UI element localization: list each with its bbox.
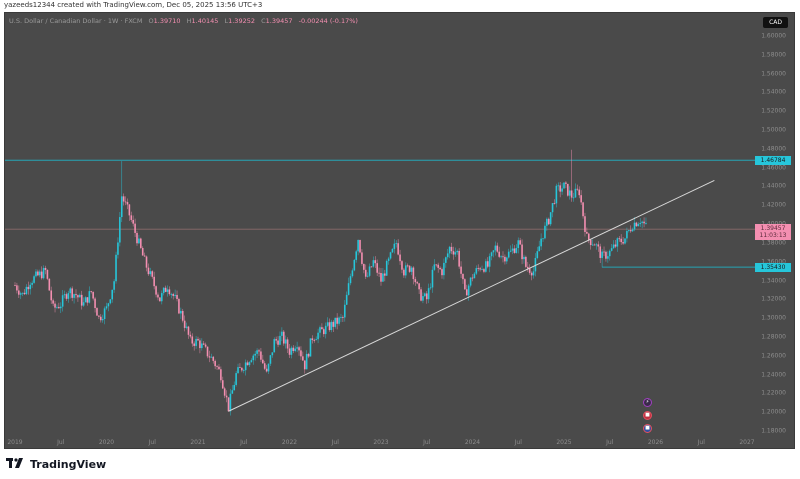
time-tick: Jul <box>423 439 431 446</box>
current-price-label: 1.39457 11:03:13 <box>755 224 791 240</box>
chart-caption: yazeeds12344 created with TradingView.co… <box>4 1 263 9</box>
symbol-title: U.S. Dollar / Canadian Dollar · 1W · FXC… <box>9 17 143 25</box>
time-tick: 2020 <box>98 439 115 446</box>
time-tick: Jul <box>697 439 705 446</box>
price-tick: 1.18000 <box>761 427 786 435</box>
price-tick: 1.28000 <box>761 333 786 341</box>
bar-countdown: 11:03:13 <box>759 232 787 239</box>
price-tick: 1.46000 <box>761 164 786 172</box>
time-tick: 2027 <box>739 439 755 446</box>
price-tick: 1.48000 <box>761 145 786 153</box>
time-tick: Jul <box>148 439 156 446</box>
change-value: -0.00244 (-0.17%) <box>298 17 358 25</box>
time-tick: 2019 <box>7 439 23 446</box>
price-tick: 1.54000 <box>761 88 786 96</box>
low-value: 1.39252 <box>228 17 255 25</box>
tradingview-logo-icon <box>6 458 26 471</box>
open-value: 1.39710 <box>153 17 181 25</box>
time-tick: Jul <box>57 439 65 446</box>
price-tick: 1.24000 <box>761 371 786 379</box>
price-tick: 1.20000 <box>761 408 786 416</box>
time-tick: Jul <box>240 439 248 446</box>
time-tick: 2026 <box>647 439 664 446</box>
high-value: 1.40145 <box>191 17 219 25</box>
price-tick: 1.44000 <box>761 182 786 190</box>
ohlc-legend: U.S. Dollar / Canadian Dollar · 1W · FXC… <box>9 17 358 25</box>
support-price-label: 1.35430 <box>755 263 791 272</box>
economic-event-icon[interactable]: ⚡ <box>643 398 652 407</box>
close-value: 1.39457 <box>265 17 293 25</box>
price-tick: 1.56000 <box>761 70 786 78</box>
price-tick: 1.52000 <box>761 107 786 115</box>
time-tick: Jul <box>331 439 339 446</box>
price-tick: 1.22000 <box>761 389 786 397</box>
time-tick: 2022 <box>281 439 298 446</box>
candlestick-plot[interactable] <box>5 13 794 448</box>
time-tick: 2023 <box>373 439 389 446</box>
time-tick: 2024 <box>464 439 481 446</box>
time-tick: Jul <box>514 439 522 446</box>
currency-badge[interactable]: CAD <box>763 17 788 28</box>
tradingview-logo[interactable]: TradingView <box>6 458 106 471</box>
price-tick: 1.30000 <box>761 314 786 322</box>
price-tick: 1.38000 <box>761 239 786 247</box>
time-tick: 2025 <box>556 439 572 446</box>
price-tick: 1.58000 <box>761 51 786 59</box>
trendline[interactable] <box>228 179 715 412</box>
resistance-price-label: 1.46784 <box>755 156 791 165</box>
price-tick: 1.26000 <box>761 352 786 360</box>
price-tick: 1.36000 <box>761 258 786 266</box>
price-tick: 1.32000 <box>761 295 786 303</box>
us-flag-event-icon[interactable]: ■ <box>643 424 652 433</box>
price-tick: 1.50000 <box>761 126 786 134</box>
chart-pane[interactable]: U.S. Dollar / Canadian Dollar · 1W · FXC… <box>4 12 795 449</box>
price-tick: 1.42000 <box>761 201 786 209</box>
time-tick: Jul <box>606 439 614 446</box>
canada-flag-event-icon[interactable]: ■ <box>643 411 652 420</box>
tradingview-logo-text: TradingView <box>30 458 107 471</box>
time-tick: 2021 <box>190 439 206 446</box>
price-tick: 1.34000 <box>761 277 786 285</box>
price-tick: 1.60000 <box>761 32 786 40</box>
